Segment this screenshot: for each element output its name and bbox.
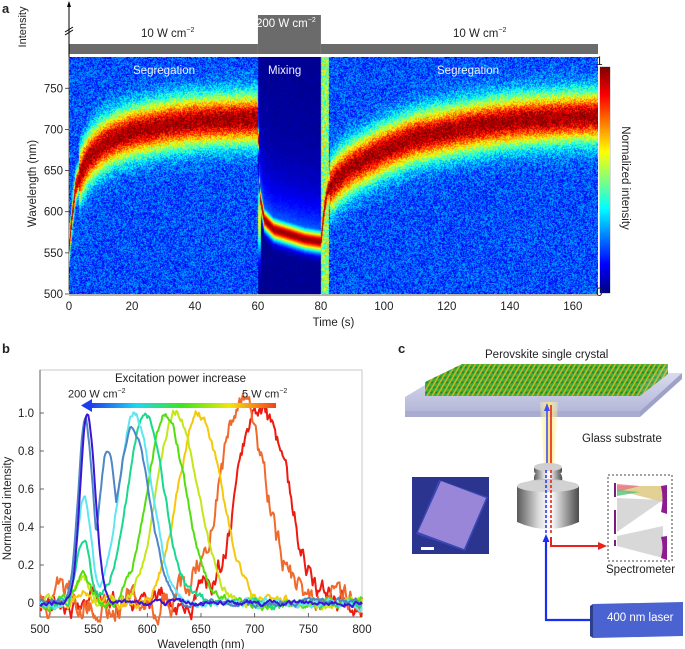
spectra-lines — [39, 392, 363, 626]
x-tick-label: 80 — [315, 301, 328, 313]
power-label-3: 10 W cm−2 — [453, 27, 507, 40]
excitation-path — [544, 540, 593, 622]
label-glass-substrate: Glass substrate — [582, 433, 662, 445]
microscope-image — [412, 477, 489, 554]
colorbar-max-label: 1 — [596, 54, 603, 68]
region-label-segregation-2: Segregation — [437, 65, 500, 77]
heatmap-image — [69, 57, 598, 294]
power-label-1: 10 W cm−2 — [141, 27, 195, 40]
y-tick-label: 1.0 — [18, 408, 34, 420]
x-tick-label: 700 — [245, 624, 264, 636]
y-tick-label: 0.8 — [18, 446, 34, 458]
panel-label-c: c — [398, 341, 406, 356]
x-tick-label: 0 — [66, 301, 72, 313]
label-spectrometer: Spectrometer — [606, 564, 676, 576]
spectrum-line-2 — [39, 417, 363, 609]
panel-b-chart: 0 0.2 0.4 0.6 0.8 1.0 500 550 600 650 700 750 800 Wav… — [2, 369, 372, 649]
x-tick-label: 160 — [563, 301, 582, 313]
y-tick-label: 600 — [44, 207, 63, 219]
intensity-axis-arrow — [67, 1, 71, 7]
perovskite-crystal — [425, 364, 668, 396]
y-tick-label: 550 — [44, 248, 63, 260]
power-segment-1 — [69, 44, 258, 54]
arrow-left-icon — [81, 399, 92, 412]
y-tick-label: 700 — [44, 124, 63, 136]
label-laser: 400 nm laser — [607, 612, 674, 624]
colorbar-min-label: 0 — [596, 285, 603, 299]
x-tick-label: 100 — [374, 301, 393, 313]
spectrum-line-1 — [39, 413, 363, 609]
y-axis-title: Wavelength (nm) — [27, 140, 39, 227]
x-tick-label: 600 — [138, 624, 157, 636]
y-axis-title: Normalized intensity — [2, 456, 14, 560]
x-tick-label: 550 — [84, 624, 103, 636]
power-gradient-bar — [90, 403, 276, 408]
legend-right-label: 5 W cm−2 — [242, 388, 288, 401]
x-tick-label: 120 — [437, 301, 456, 313]
power-gradient-legend — [81, 399, 276, 412]
heatmap-axes: 500 550 600 650 700 750 0 20 40 60 80 100 120 140 160 T… — [27, 57, 598, 329]
legend-title: Excitation power increase — [115, 373, 247, 385]
laser-box — [590, 602, 683, 638]
x-tick-label: 140 — [500, 301, 519, 313]
emission-path — [550, 537, 600, 547]
power-profile-bar — [64, 1, 598, 57]
x-axis-title: Wavelength (nm) — [157, 639, 244, 649]
panel-a-chart: 500 550 600 650 700 750 0 20 40 60 80 100 120 140 160 T… — [27, 1, 611, 329]
y-tick-label: 750 — [44, 83, 63, 95]
y-tick-label: 0.4 — [18, 522, 35, 534]
legend-left-label: 200 W cm−2 — [68, 388, 126, 401]
x-tick-label: 20 — [126, 301, 139, 313]
spectra-axes: 0 0.2 0.4 0.6 0.8 1.0 500 550 600 650 700 750 800 Wav… — [2, 369, 372, 649]
x-tick-label: 800 — [352, 624, 371, 636]
region-label-segregation-1: Segregation — [133, 65, 196, 77]
axis-break-icon — [64, 26, 74, 36]
spectrometer-icon — [607, 474, 673, 562]
x-axis-title: Time (s) — [313, 317, 355, 329]
colorbar-gradient — [600, 67, 610, 293]
scale-bar — [421, 547, 434, 550]
y-tick-label: 0.2 — [18, 560, 34, 572]
label-perovskite-crystal: Perovskite single crystal — [485, 349, 609, 361]
power-segment-3 — [320, 44, 598, 54]
x-tick-label: 750 — [299, 624, 318, 636]
panel-label-b: b — [2, 341, 10, 356]
x-tick-label: 40 — [189, 301, 202, 313]
x-tick-label: 60 — [252, 301, 265, 313]
y-tick-label: 650 — [44, 166, 63, 178]
y-tick-label: 0 — [28, 598, 34, 610]
y-tick-label: 0.6 — [18, 484, 34, 496]
power-label-2: 200 W cm−2 — [256, 17, 316, 30]
y-tick-label: 500 — [44, 289, 63, 301]
objective-lens-icon — [517, 463, 579, 529]
panel-label-a: a — [2, 1, 10, 16]
x-tick-label: 650 — [191, 624, 210, 636]
region-label-mixing: Mixing — [268, 65, 302, 77]
focused-beam — [540, 402, 558, 470]
x-tick-label: 500 — [30, 624, 49, 636]
power-segment-2 — [257, 15, 321, 54]
